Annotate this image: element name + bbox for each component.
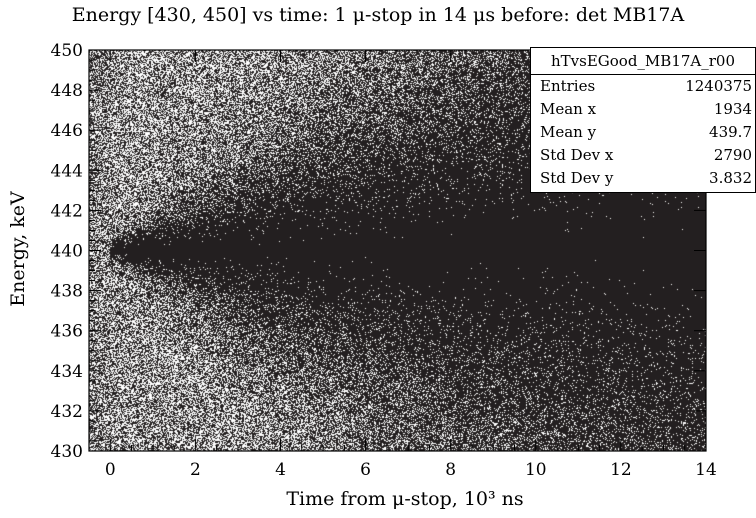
stats-label: Mean y [540, 123, 597, 141]
y-tick-label: 448 [51, 81, 83, 101]
x-tick-label: 6 [360, 460, 371, 480]
y-tick-label: 450 [51, 41, 83, 61]
x-tick-label: 2 [190, 460, 201, 480]
y-tick-label: 434 [51, 362, 83, 382]
stats-row-mean-y: Mean y 439.7 [531, 121, 755, 144]
x-tick-label: 10 [525, 460, 547, 480]
x-tick-label: 8 [445, 460, 456, 480]
x-axis-title: Time from μ-stop, 10³ ns [286, 488, 523, 510]
stats-label: Mean x [540, 100, 597, 118]
x-tick-label: 0 [105, 460, 116, 480]
x-tick-label: 12 [610, 460, 632, 480]
stats-histogram-name: hTvsEGood_MB17A_r00 [531, 48, 755, 75]
y-tick-label: 432 [51, 402, 83, 422]
y-axis-title: Energy, keV [7, 191, 29, 307]
x-tick-label: 14 [695, 460, 717, 480]
stats-row-mean-x: Mean x 1934 [531, 98, 755, 121]
stats-label: Entries [540, 77, 596, 95]
stats-label: Std Dev x [540, 146, 614, 164]
stats-value: 2790 [713, 146, 752, 164]
stats-box: hTvsEGood_MB17A_r00 Entries 1240375 Mean… [530, 47, 756, 193]
y-tick-label: 430 [51, 442, 83, 462]
stats-value: 1934 [713, 100, 752, 118]
chart-title: Energy [430, 450] vs time: 1 μ-stop in 1… [71, 4, 685, 26]
y-tick-label: 446 [51, 121, 83, 141]
y-tick-label: 444 [51, 161, 83, 181]
stats-value: 439.7 [709, 123, 752, 141]
stats-row-std-dev-y: Std Dev y 3.832 [531, 167, 755, 190]
x-tick-label: 4 [275, 460, 286, 480]
stats-row-std-dev-x: Std Dev x 2790 [531, 144, 755, 167]
y-tick-label: 440 [51, 242, 83, 262]
y-tick-label: 442 [51, 201, 83, 221]
y-tick-label: 436 [51, 322, 83, 342]
stats-value: 3.832 [709, 169, 752, 187]
stats-value: 1240375 [685, 77, 752, 95]
stats-row-entries: Entries 1240375 [531, 75, 755, 98]
stats-label: Std Dev y [540, 169, 614, 187]
y-tick-label: 438 [51, 282, 83, 302]
